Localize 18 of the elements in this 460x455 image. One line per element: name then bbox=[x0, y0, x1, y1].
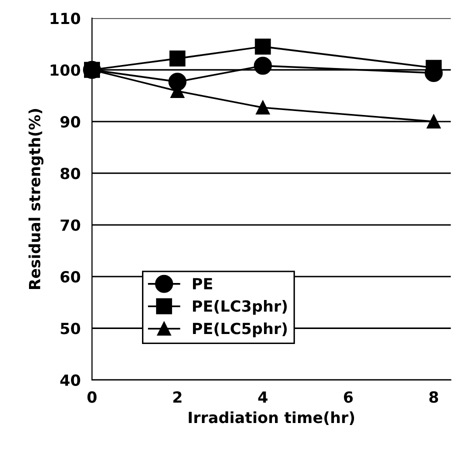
x-tick-label: 8 bbox=[429, 391, 438, 403]
y-tick-label: 100 bbox=[50, 64, 80, 76]
x-axis-title: Irradiation time(hr) bbox=[188, 411, 354, 425]
y-tick-label: 90 bbox=[60, 116, 80, 128]
x-tick-label: 0 bbox=[87, 391, 97, 403]
y-tick-label: 50 bbox=[60, 322, 80, 334]
y-tick-label: 70 bbox=[60, 219, 80, 231]
legend-label: PE bbox=[192, 278, 212, 290]
y-axis-title: Residual strength(%) bbox=[28, 109, 44, 290]
y-tick-label: 110 bbox=[50, 12, 80, 24]
legend-label: PE(LC5phr) bbox=[192, 322, 287, 338]
x-tick-label: 2 bbox=[173, 391, 182, 403]
x-tick-label: 4 bbox=[258, 392, 268, 403]
y-tick-label: 40 bbox=[60, 374, 80, 386]
y-tick-label: 60 bbox=[60, 271, 80, 283]
y-tick-label: 80 bbox=[60, 168, 80, 180]
x-tick-label: 6 bbox=[344, 391, 353, 403]
legend-label: PE(LC3phr) bbox=[192, 300, 287, 315]
